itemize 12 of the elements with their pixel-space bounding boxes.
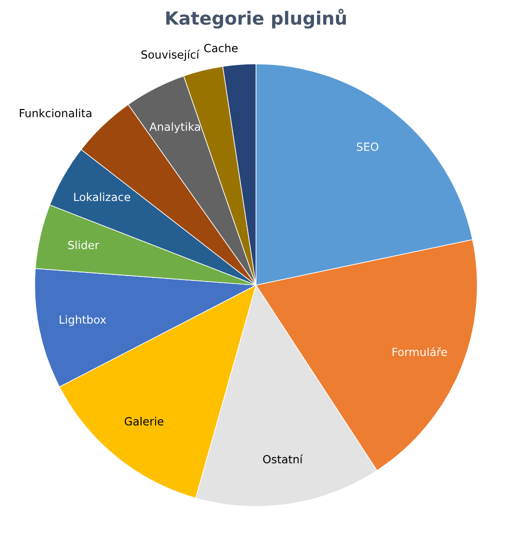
slice-label: Slider	[68, 240, 100, 250]
slice-label: Lightbox	[60, 315, 106, 326]
chart-title: Kategorie pluginů	[166, 8, 346, 29]
slice-label: SEO	[356, 142, 378, 151]
slice-label: Funkcionalita	[20, 108, 92, 118]
slice-label: Ostatní	[263, 454, 303, 464]
slice-label: Formuláře	[392, 347, 448, 356]
slice-label: Analytika	[149, 122, 200, 134]
slice-label: Lokalizace	[74, 192, 130, 202]
slice-label: Související	[141, 50, 200, 61]
slice-label: Cache	[204, 44, 238, 52]
slice-label: Galerie	[124, 416, 164, 426]
